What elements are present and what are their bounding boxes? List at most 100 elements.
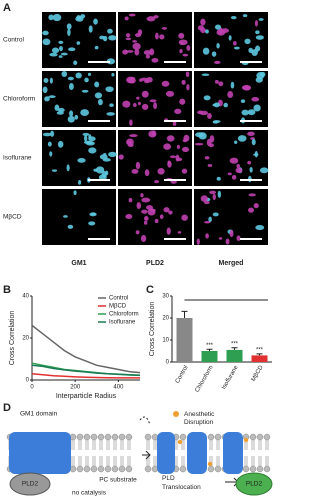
particle — [144, 216, 149, 221]
lipid-tail — [153, 440, 157, 450]
particle — [186, 84, 190, 91]
particle — [108, 151, 117, 158]
lipid-tail — [71, 456, 75, 466]
bar — [226, 349, 243, 362]
particle — [179, 98, 186, 105]
anesthetic — [243, 437, 249, 443]
particle — [78, 180, 82, 185]
particle — [143, 50, 152, 55]
particle — [141, 209, 148, 214]
row-label: Isoflurane — [3, 155, 32, 162]
lipid-head — [144, 433, 152, 441]
particle — [49, 151, 53, 157]
particle — [174, 108, 182, 115]
row-label: Control — [3, 37, 25, 44]
particle — [42, 132, 52, 137]
lipid-head — [256, 433, 264, 441]
particle — [248, 193, 256, 197]
particle — [88, 221, 96, 226]
particle — [206, 139, 212, 147]
lipid-tail — [127, 440, 131, 450]
particle — [251, 97, 260, 102]
particle — [157, 168, 165, 175]
particle — [77, 158, 86, 163]
lipid-head — [125, 465, 133, 473]
particle — [227, 90, 234, 99]
particle — [241, 109, 249, 116]
lipid-tail — [113, 456, 117, 466]
particle — [87, 72, 92, 77]
lipid-head — [104, 465, 112, 473]
particle — [154, 180, 159, 184]
lipid-tail — [258, 440, 262, 450]
lipid-head — [179, 433, 187, 441]
particle — [118, 154, 124, 160]
lipid-head — [76, 433, 84, 441]
particle — [163, 143, 172, 150]
particle — [151, 130, 156, 137]
particle — [128, 197, 133, 203]
particle — [94, 92, 103, 99]
lipid-tail — [244, 456, 248, 466]
particle — [212, 193, 216, 201]
lipid-head — [256, 465, 264, 473]
particle — [143, 220, 148, 225]
y-tick-label: 30 — [162, 294, 169, 300]
x-tick-label: Control — [175, 365, 190, 385]
y-tick-label: 0 — [166, 360, 170, 366]
diagram-label: PLD2 — [22, 481, 39, 488]
row-label: MβCD — [3, 214, 22, 221]
particle — [58, 55, 63, 58]
particle — [83, 135, 88, 142]
column-label: GM1 — [71, 260, 86, 267]
lipid-head — [125, 433, 133, 441]
lipid-head — [214, 465, 222, 473]
x-tick-label: 0 — [30, 385, 34, 391]
particle — [139, 78, 143, 82]
particle — [129, 134, 138, 138]
particle — [255, 30, 260, 35]
y-tick-label: 40 — [22, 294, 29, 300]
particle — [247, 109, 256, 116]
particle — [59, 45, 63, 52]
particle — [205, 233, 209, 239]
particle — [200, 18, 206, 26]
error-bar — [206, 348, 213, 351]
y-tick-label: 0 — [26, 378, 30, 384]
lipid-tail — [146, 440, 150, 450]
particle — [217, 190, 222, 198]
particle — [137, 101, 141, 106]
legend-label: Chloroform — [109, 312, 139, 318]
diagram-label: no catalysis — [72, 490, 107, 497]
particle — [125, 33, 131, 38]
particle — [229, 229, 234, 238]
particle — [234, 140, 238, 144]
particle — [80, 14, 86, 19]
data-line — [31, 362, 141, 376]
x-tick-label: MβCD — [251, 364, 265, 382]
significance-label: *** — [231, 341, 239, 347]
lipid-tail — [92, 440, 96, 450]
lipid-head — [179, 465, 187, 473]
lipid-tail — [216, 440, 220, 450]
particle — [253, 203, 259, 209]
data-line — [31, 372, 140, 379]
particle — [66, 23, 72, 30]
particle — [93, 18, 98, 25]
particle — [207, 163, 213, 167]
particle — [236, 235, 241, 241]
diagram-label: PLD Translocation — [162, 475, 201, 491]
legend-label: Control — [109, 296, 128, 302]
particle — [94, 81, 100, 88]
particle — [51, 169, 58, 172]
gm1-domain — [9, 432, 71, 474]
particle — [216, 176, 221, 181]
particle — [247, 160, 252, 165]
lipid-tail — [265, 456, 269, 466]
lipid-tail — [181, 440, 185, 450]
x-axis-title: Interparticle Radius — [56, 393, 117, 400]
particle — [259, 167, 269, 174]
enzyme — [9, 472, 51, 496]
particle — [230, 81, 235, 89]
row-label: Chloroform — [3, 96, 35, 103]
